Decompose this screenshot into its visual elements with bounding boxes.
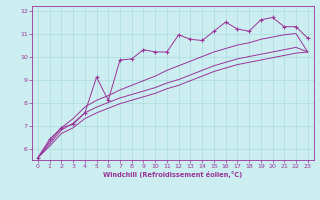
X-axis label: Windchill (Refroidissement éolien,°C): Windchill (Refroidissement éolien,°C) [103,171,243,178]
